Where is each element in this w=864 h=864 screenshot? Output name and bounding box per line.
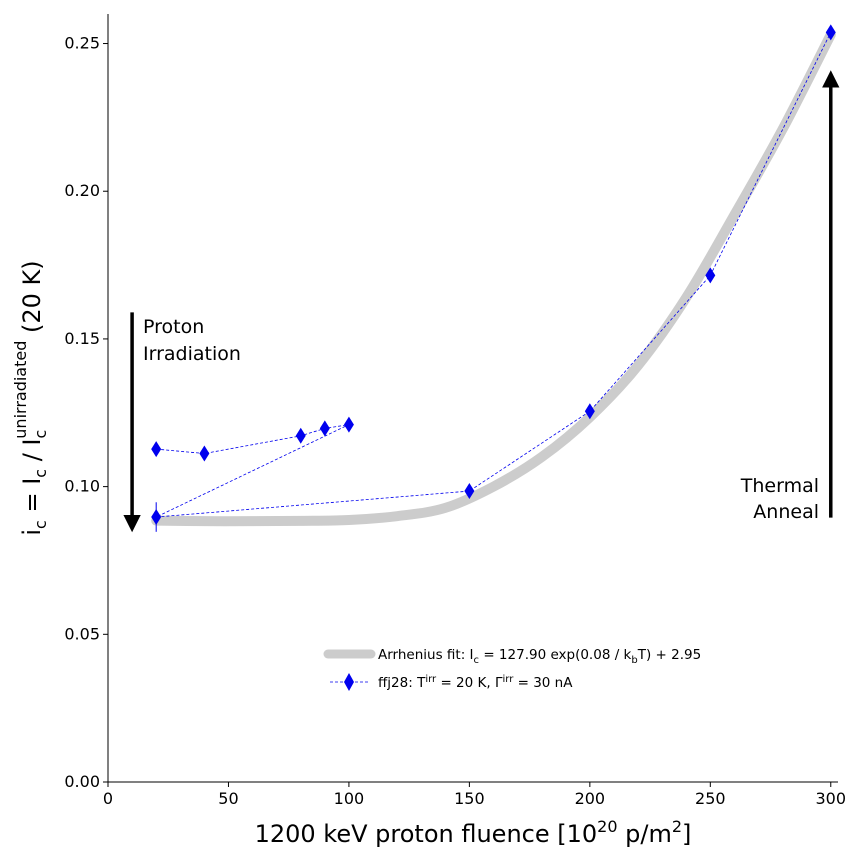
x-tick-label: 50 [218, 789, 238, 808]
annotation-anneal-line-1: Thermal [740, 475, 819, 497]
legend-data-swatch-marker [344, 673, 354, 691]
legend-data-label: ffj28: Tirr = 20 K, Γirr = 30 nA [378, 674, 573, 691]
x-ticks: 0 50 100 150 200 250 300 [103, 782, 846, 808]
data-point [464, 483, 475, 500]
x-axis-label: 1200 keV proton fluence [1020 p/m2] [255, 817, 692, 848]
data-point [199, 445, 210, 462]
data-point [151, 441, 162, 458]
data-point [705, 267, 716, 284]
data-point [584, 403, 595, 420]
y-tick-label: 0.15 [64, 329, 100, 348]
annotation-anneal-line-2: Anneal [753, 501, 819, 523]
x-tick-label: 250 [695, 789, 726, 808]
y-tick-label: 0.25 [64, 34, 100, 53]
data-point [151, 509, 162, 526]
legend-fit-label: Arrhenius fit: Ic = 127.90 exp(0.08 / kb… [378, 647, 701, 666]
data-series-layer [151, 24, 836, 532]
annotation-layer [123, 70, 840, 533]
annotation-irradiation-line-2: Irradiation [143, 343, 241, 365]
x-tick-label: 0 [103, 789, 113, 808]
x-tick-label: 150 [454, 789, 485, 808]
fit-curve-layer [151, 29, 836, 527]
y-tick-label: 0.00 [64, 772, 100, 791]
x-tick-label: 200 [575, 789, 606, 808]
annotation-irradiation-line-1: Proton [143, 316, 204, 338]
y-axis-label: ic = Ic / Icunirradiated (20 K) [11, 260, 50, 535]
data-point [825, 24, 836, 41]
data-point [319, 420, 330, 437]
y-tick-label: 0.05 [64, 624, 100, 643]
data-point [295, 427, 306, 444]
annotation-anneal-label: Thermal Anneal [740, 475, 819, 523]
data-series-line [156, 32, 832, 518]
x-tick-label: 300 [815, 789, 846, 808]
y-ticks: 0.00 0.05 0.10 0.15 0.20 0.25 [64, 34, 108, 791]
x-tick-label: 100 [334, 789, 365, 808]
legend: Arrhenius fit: Ic = 127.90 exp(0.08 / kb… [323, 647, 701, 691]
y-tick-label: 0.20 [64, 181, 100, 200]
annotation-irradiation-label: Proton Irradiation [143, 316, 241, 365]
fit-curve [151, 29, 836, 527]
data-point [343, 416, 354, 433]
y-tick-label: 0.10 [64, 477, 100, 496]
